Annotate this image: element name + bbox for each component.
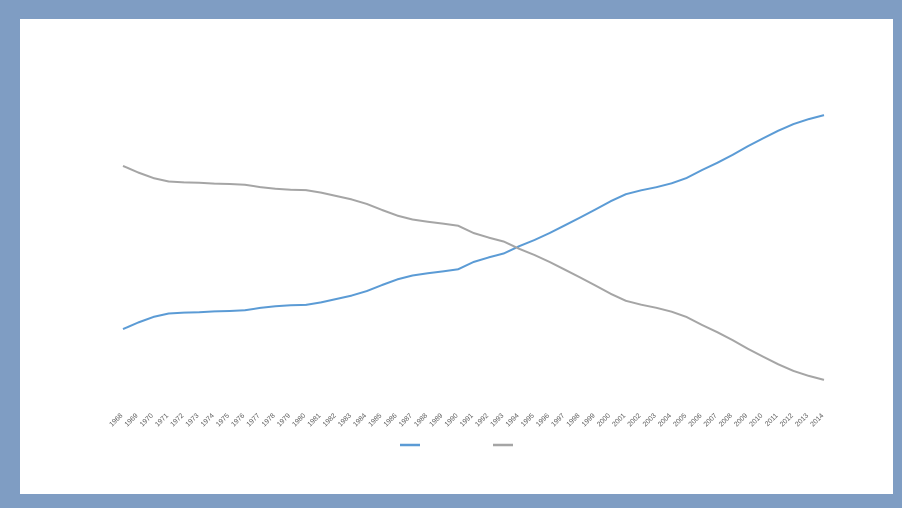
x-tick-label: 1986 <box>383 412 399 428</box>
series-line-2 <box>122 164 825 381</box>
x-tick-label: 1992 <box>474 412 490 428</box>
x-tick-label: 1970 <box>139 412 155 428</box>
series-line-1 <box>122 114 825 331</box>
x-tick-label: 1994 <box>505 412 521 428</box>
x-tick-label: 2011 <box>764 412 780 428</box>
x-tick-label: 1984 <box>352 412 368 428</box>
x-tick-label: 1979 <box>276 412 292 428</box>
x-tick-label: 1996 <box>535 412 551 428</box>
x-tick-label: 1980 <box>291 412 307 428</box>
x-tick-label: 2008 <box>718 412 734 428</box>
x-tick-label: 2004 <box>657 412 673 428</box>
x-tick-label: 1991 <box>459 412 475 428</box>
x-tick-label: 1968 <box>108 412 124 428</box>
x-tick-label: 2006 <box>688 412 704 428</box>
x-tick-label: 2009 <box>733 412 749 428</box>
chart-area: 1968 1969 1970 1971 1972 1973 1974 1975 1976 1977… <box>20 19 893 494</box>
x-tick-label: 1969 <box>124 412 140 428</box>
line-chart: 1968 1969 1970 1971 1972 1973 1974 1975 1976 1977… <box>108 114 825 447</box>
x-tick-label: 1985 <box>368 412 384 428</box>
x-tick-label: 2007 <box>703 412 719 428</box>
x-tick-label: 1999 <box>581 412 597 428</box>
x-tick-label: 1971 <box>154 412 170 428</box>
x-tick-label: 1989 <box>428 412 444 428</box>
x-tick-label: 1998 <box>566 412 582 428</box>
x-tick-label: 2014 <box>809 412 825 428</box>
x-tick-label: 1997 <box>550 412 566 428</box>
x-tick-label: 2010 <box>748 412 764 428</box>
series-lines <box>122 114 825 381</box>
x-tick-label: 2005 <box>672 412 688 428</box>
x-tick-label: 2012 <box>779 412 795 428</box>
x-tick-label: 2003 <box>642 412 658 428</box>
x-tick-label: 1988 <box>413 412 429 428</box>
x-tick-label: 1990 <box>444 412 460 428</box>
x-tick-label: 1982 <box>322 412 338 428</box>
x-tick-label: 1995 <box>520 412 536 428</box>
x-tick-label: 1981 <box>307 412 323 428</box>
x-tick-label: 1983 <box>337 412 353 428</box>
x-tick-label: 1977 <box>246 412 262 428</box>
x-tick-label: 1978 <box>261 412 277 428</box>
x-tick-label: 2002 <box>627 412 643 428</box>
x-tick-label: 1987 <box>398 412 414 428</box>
x-tick-label: 1972 <box>169 412 185 428</box>
x-axis-ticks: 1968 1969 1970 1971 1972 1973 1974 1975 1976 1977… <box>108 412 825 428</box>
x-tick-label: 2000 <box>596 412 612 428</box>
x-tick-label: 1993 <box>489 412 505 428</box>
x-tick-label: 1976 <box>230 412 246 428</box>
x-tick-label: 1974 <box>200 412 216 428</box>
x-tick-label: 2001 <box>611 412 627 428</box>
x-tick-label: 1973 <box>185 412 201 428</box>
x-tick-label: 2013 <box>794 412 810 428</box>
x-tick-label: 1975 <box>215 412 231 428</box>
